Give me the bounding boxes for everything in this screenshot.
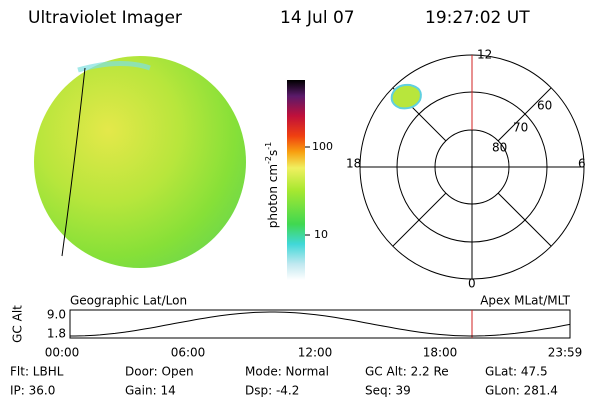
colorbar bbox=[287, 80, 305, 280]
label-part: photon cm bbox=[266, 164, 280, 228]
timeline-frame bbox=[69, 309, 571, 339]
title: Ultraviolet Imager bbox=[28, 8, 182, 28]
colorbar-tick-label: 10 bbox=[314, 228, 328, 241]
timeline-x-tick: 06:00 bbox=[171, 346, 206, 360]
mlt-label: 0 bbox=[468, 277, 476, 291]
mlt-label: 12 bbox=[477, 48, 492, 62]
aurora-blob bbox=[390, 83, 422, 110]
timeline-x-tick: 00:00 bbox=[45, 346, 80, 360]
info-field: GC Alt: 2.2 Re bbox=[365, 365, 449, 379]
mlat-label: 80 bbox=[492, 141, 507, 155]
mlt-label: 18 bbox=[346, 157, 361, 171]
info-field: IP: 36.0 bbox=[10, 384, 55, 398]
timeline-y-tick: 1.8 bbox=[47, 327, 66, 341]
info-field: Flt: LBHL bbox=[10, 365, 64, 379]
earth-image bbox=[34, 56, 246, 268]
label-exp: -2 bbox=[264, 156, 273, 164]
timeline-right-title: Apex MLat/MLT bbox=[480, 294, 570, 308]
mlat-label: 70 bbox=[513, 121, 528, 135]
orbit-curve bbox=[70, 311, 571, 337]
time: 19:27:02 UT bbox=[425, 8, 530, 28]
mlat-label: 60 bbox=[537, 99, 552, 113]
info-field: Dsp: -4.2 bbox=[245, 384, 299, 398]
info-panel: Flt: LBHL Door: Open Mode: Normal GC Alt: 2… bbox=[10, 365, 558, 398]
colorbar-tick-label: 100 bbox=[312, 140, 333, 153]
info-field: GLat: 47.5 bbox=[485, 365, 548, 379]
timeline-y-label: GC Alt bbox=[11, 305, 25, 343]
timeline-x-tick: 23:59 bbox=[548, 346, 583, 360]
info-field: Seq: 39 bbox=[365, 384, 411, 398]
date: 14 Jul 07 bbox=[280, 8, 355, 28]
terminator-line bbox=[61, 67, 86, 257]
info-field: Door: Open bbox=[125, 365, 194, 379]
mlt-label: 6 bbox=[578, 157, 586, 171]
limb-glow bbox=[77, 60, 151, 73]
info-field: GLon: 281.4 bbox=[485, 384, 558, 398]
label-part: s bbox=[266, 150, 280, 156]
info-field: Mode: Normal bbox=[245, 365, 329, 379]
timeline-y-tick: 9.0 bbox=[47, 308, 66, 322]
label-exp: -1 bbox=[264, 142, 273, 150]
timeline-x-tick: 12:00 bbox=[298, 346, 333, 360]
timeline-left-title: Geographic Lat/Lon bbox=[70, 294, 187, 308]
colorbar-label: photon cm-2s-1 bbox=[264, 142, 280, 229]
timeline-x-tick: 18:00 bbox=[423, 346, 458, 360]
info-field: Gain: 14 bbox=[125, 384, 176, 398]
